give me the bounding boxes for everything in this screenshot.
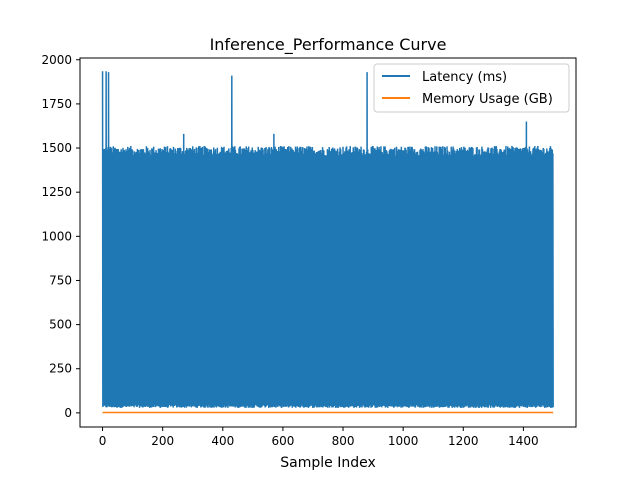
y-tick-label: 1750 xyxy=(41,97,72,111)
x-tick-label: 400 xyxy=(211,434,234,448)
x-tick-label: 1200 xyxy=(448,434,479,448)
y-tick-label: 2000 xyxy=(41,53,72,67)
latency-line xyxy=(101,71,554,408)
axes-frame xyxy=(79,57,577,428)
y-tick-label: 750 xyxy=(49,273,72,287)
x-tick-label: 800 xyxy=(332,434,355,448)
x-axis: 0 200 400 600 800 1000 1200 1400 xyxy=(99,427,539,448)
plot-area xyxy=(101,71,554,414)
x-tick-label: 200 xyxy=(151,434,174,448)
y-tick-label: 1250 xyxy=(41,185,72,199)
y-tick-label: 1500 xyxy=(41,141,72,155)
x-axis-label: Sample Index xyxy=(280,455,375,471)
y-tick-label: 0 xyxy=(64,406,72,420)
x-tick-label: 0 xyxy=(99,434,107,448)
x-tick-label: 600 xyxy=(271,434,294,448)
y-tick-label: 1000 xyxy=(41,229,72,243)
chart-title: Inference_Performance Curve xyxy=(210,35,447,55)
y-tick-label: 500 xyxy=(49,318,72,332)
x-tick-label: 1400 xyxy=(508,434,539,448)
y-tick-label: 250 xyxy=(49,362,72,376)
x-tick-label: 1000 xyxy=(388,434,419,448)
legend: Latency (ms) Memory Usage (GB) xyxy=(373,63,570,113)
y-axis: 0 250 500 750 1000 1250 1500 1750 2000 xyxy=(41,53,80,420)
legend-label: Memory Usage (GB) xyxy=(422,92,553,107)
legend-box xyxy=(373,63,570,113)
legend-label: Latency (ms) xyxy=(422,70,507,85)
